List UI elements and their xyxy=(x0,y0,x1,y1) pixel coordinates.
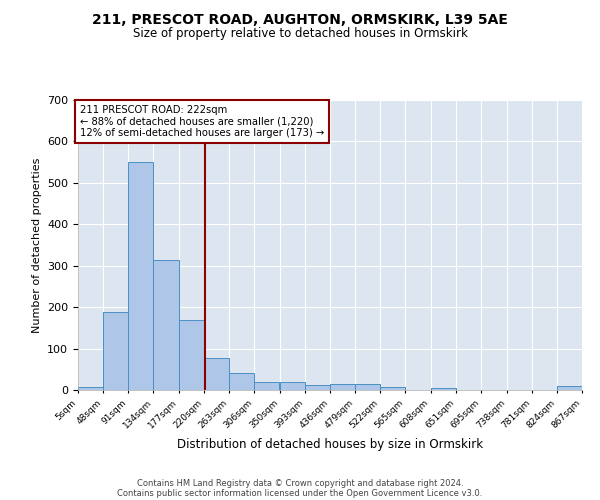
Bar xyxy=(229,372,254,390)
Bar xyxy=(128,162,154,390)
Y-axis label: Number of detached properties: Number of detached properties xyxy=(32,158,41,332)
Bar xyxy=(330,384,355,390)
Bar xyxy=(254,382,279,390)
Text: 211 PRESCOT ROAD: 222sqm
← 88% of detached houses are smaller (1,220)
12% of sem: 211 PRESCOT ROAD: 222sqm ← 88% of detach… xyxy=(80,105,324,138)
Bar xyxy=(204,358,229,390)
Bar xyxy=(179,320,204,390)
Text: Contains public sector information licensed under the Open Government Licence v3: Contains public sector information licen… xyxy=(118,488,482,498)
Bar xyxy=(557,386,582,390)
Bar xyxy=(154,260,179,390)
Bar xyxy=(280,382,305,390)
Bar xyxy=(431,388,456,390)
Text: 211, PRESCOT ROAD, AUGHTON, ORMSKIRK, L39 5AE: 211, PRESCOT ROAD, AUGHTON, ORMSKIRK, L3… xyxy=(92,12,508,26)
Bar xyxy=(380,386,406,390)
Bar xyxy=(355,384,380,390)
Text: Size of property relative to detached houses in Ormskirk: Size of property relative to detached ho… xyxy=(133,28,467,40)
Bar xyxy=(78,386,103,390)
Bar xyxy=(305,384,330,390)
X-axis label: Distribution of detached houses by size in Ormskirk: Distribution of detached houses by size … xyxy=(177,438,483,451)
Bar xyxy=(582,386,600,390)
Bar xyxy=(103,312,128,390)
Text: Contains HM Land Registry data © Crown copyright and database right 2024.: Contains HM Land Registry data © Crown c… xyxy=(137,478,463,488)
